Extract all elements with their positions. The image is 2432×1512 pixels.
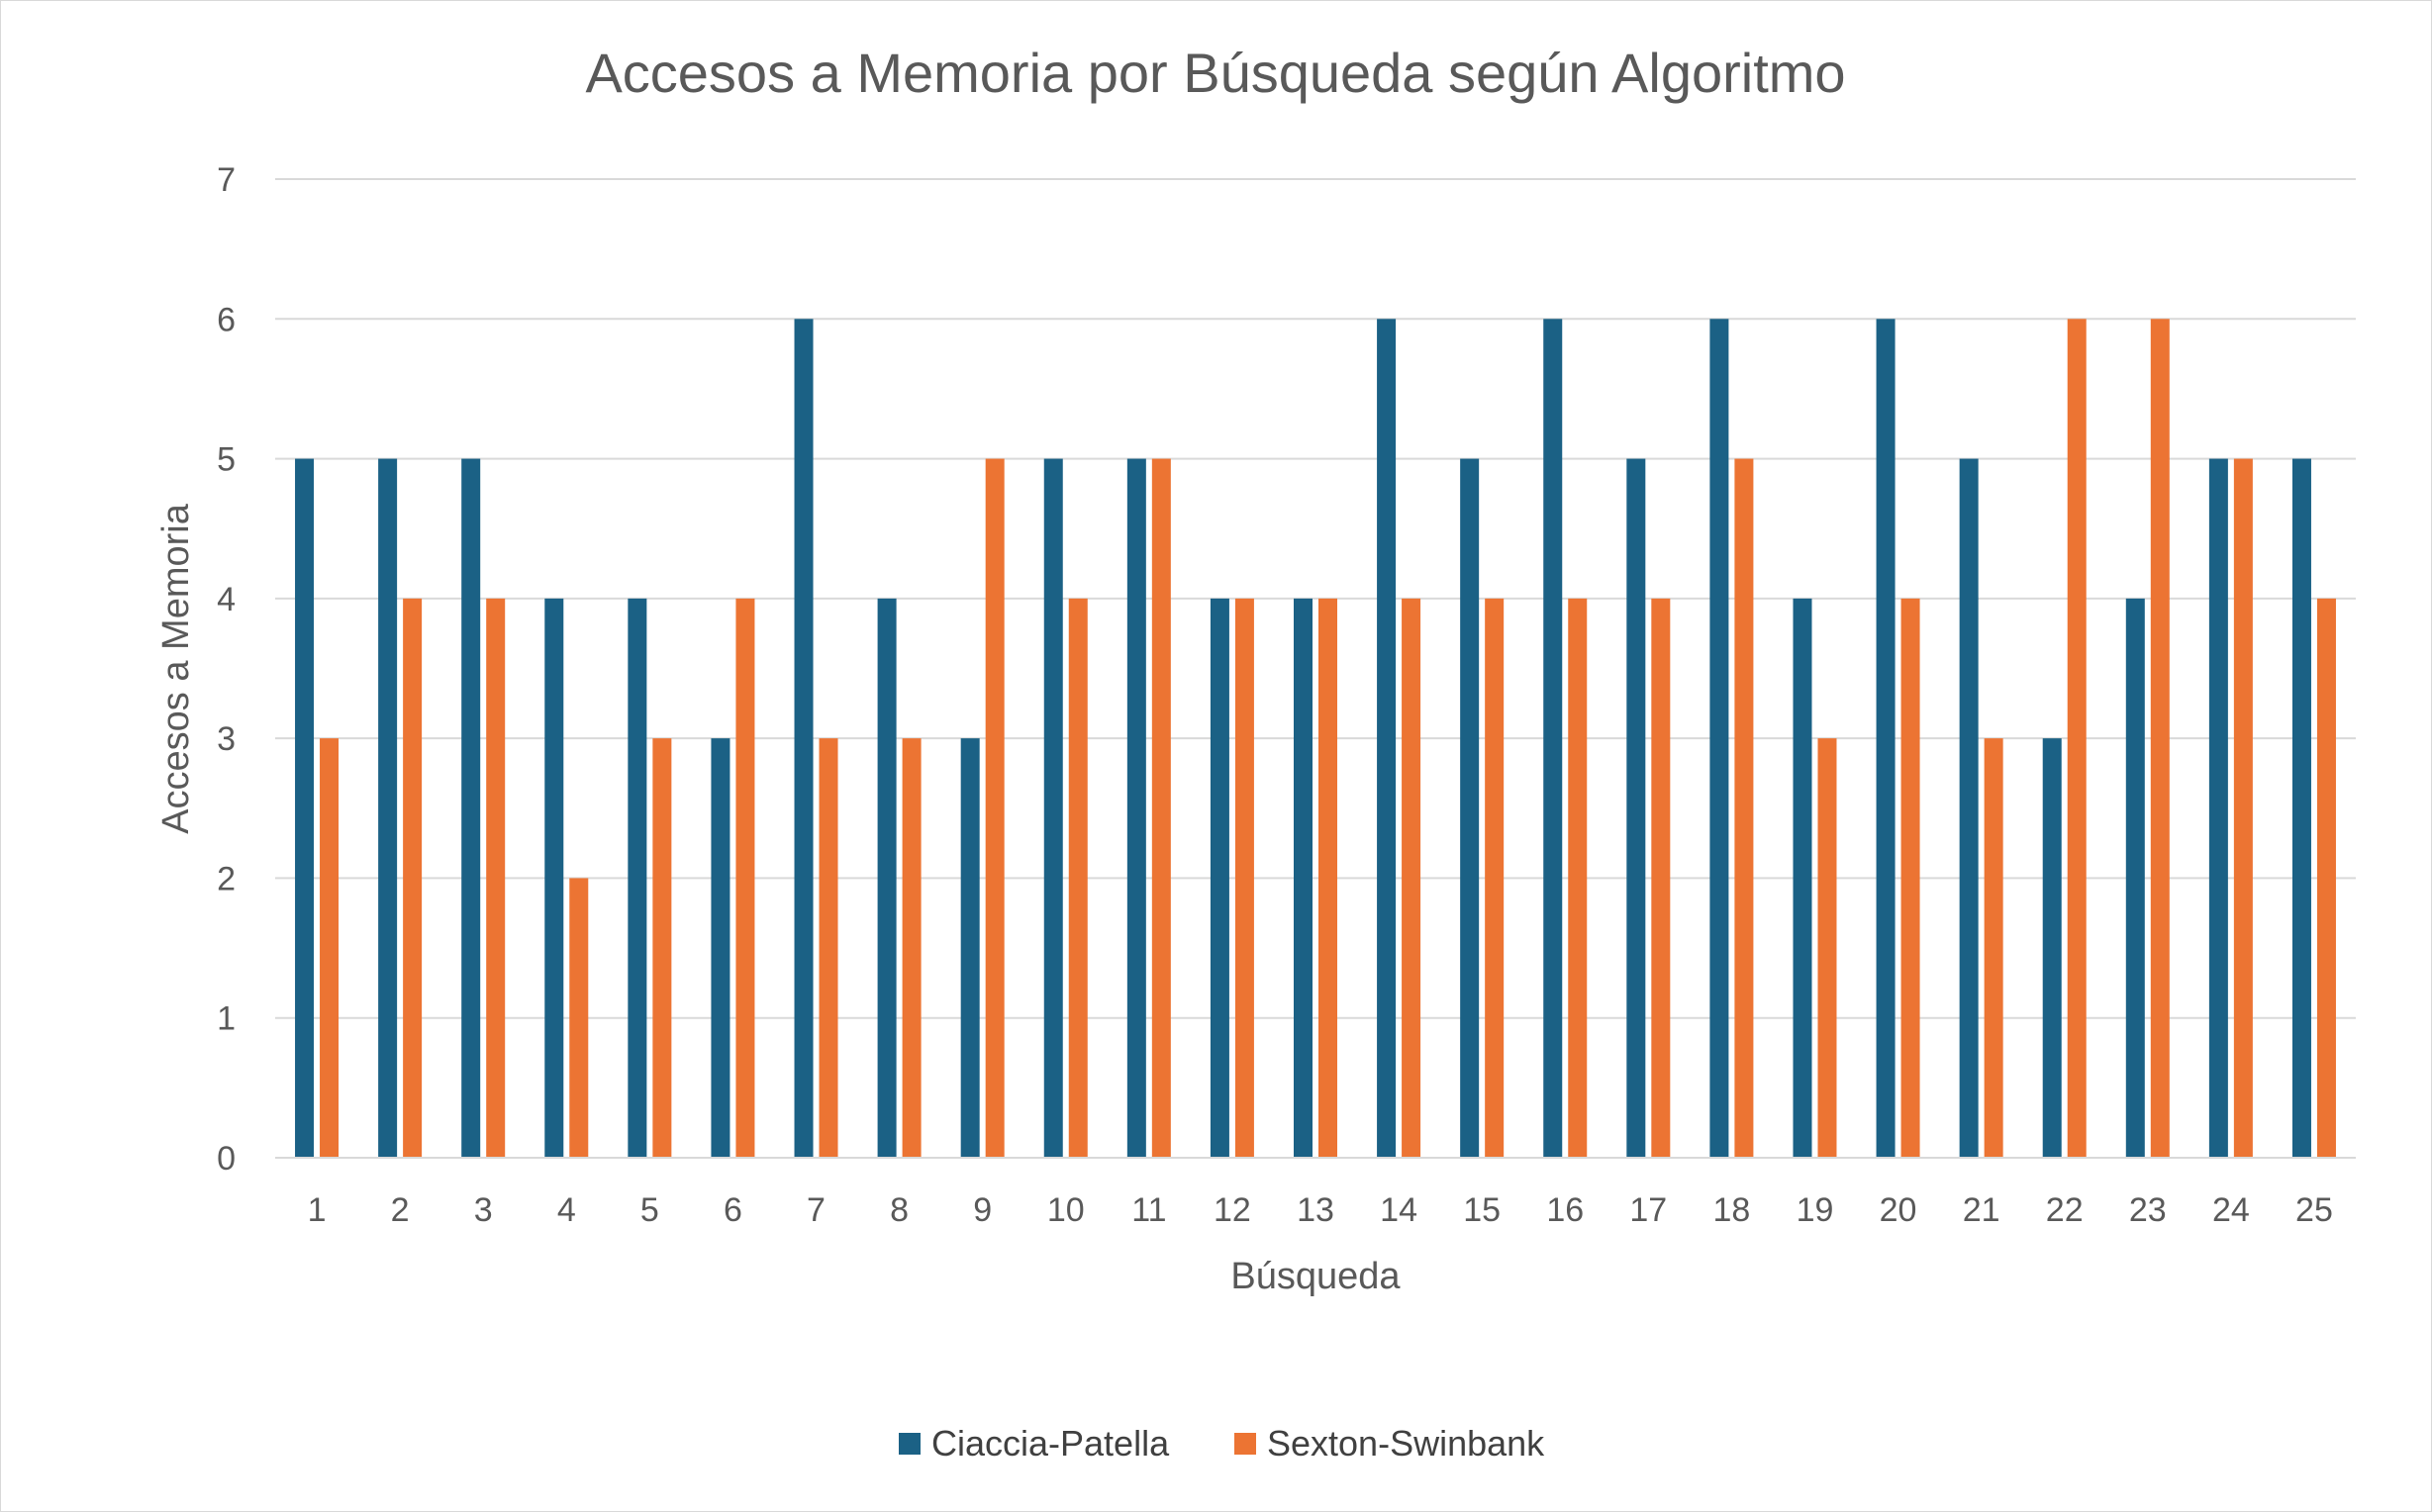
chart-title: Accesos a Memoria por Búsqueda según Alg… <box>585 42 1845 104</box>
gridlines <box>275 178 2356 1019</box>
bar-sexton-swinbank <box>320 738 340 1158</box>
bar-ciaccia-patella <box>2042 738 2062 1158</box>
bar-ciaccia-patella <box>1294 598 1313 1158</box>
x-tick-label: 1 <box>308 1191 327 1229</box>
bar-ciaccia-patella <box>711 738 730 1158</box>
bar-ciaccia-patella <box>378 458 398 1159</box>
bar-sexton-swinbank <box>1817 738 1837 1158</box>
x-axis-ticks: 1 2 3 4 5 6 7 8 9 10 11 12 13 14 15 16 17 18 19 20 21 22 23 24 2… <box>308 1191 2333 1229</box>
x-tick-label: 15 <box>1463 1191 1501 1229</box>
bar-sexton-swinbank <box>652 738 672 1158</box>
y-tick-label: 3 <box>217 720 236 758</box>
x-tick-label: 12 <box>1214 1191 1251 1229</box>
bar-ciaccia-patella <box>1210 598 1229 1158</box>
x-tick-label: 16 <box>1546 1191 1584 1229</box>
x-tick-label: 23 <box>2129 1191 2167 1229</box>
bar-sexton-swinbank <box>2150 319 2170 1158</box>
x-tick-label: 17 <box>1629 1191 1667 1229</box>
bar-sexton-swinbank <box>902 738 922 1158</box>
x-tick-label: 25 <box>2295 1191 2333 1229</box>
bar-ciaccia-patella <box>960 738 980 1158</box>
bar-ciaccia-patella <box>2208 458 2228 1159</box>
bar-sexton-swinbank <box>1318 598 1337 1158</box>
y-axis-ticks: 0 1 2 3 4 5 6 7 <box>217 161 236 1178</box>
legend: Ciaccia-Patella Sexton-Swinbank <box>899 1423 1545 1464</box>
y-tick-label: 4 <box>217 581 236 618</box>
y-tick-label: 5 <box>217 441 236 479</box>
bar-ciaccia-patella <box>1626 458 1646 1159</box>
bar-ciaccia-patella <box>1543 319 1563 1158</box>
x-tick-label: 8 <box>890 1191 909 1229</box>
x-tick-label: 24 <box>2212 1191 2250 1229</box>
x-tick-label: 13 <box>1297 1191 1334 1229</box>
bar-sexton-swinbank <box>1984 738 2003 1158</box>
bar-sexton-swinbank <box>1900 598 1920 1158</box>
bar-ciaccia-patella <box>2125 598 2145 1158</box>
x-tick-label: 21 <box>1963 1191 2000 1229</box>
bars <box>295 319 2336 1159</box>
bar-sexton-swinbank <box>569 878 589 1158</box>
bar-ciaccia-patella <box>877 598 897 1158</box>
x-tick-label: 9 <box>973 1191 992 1229</box>
bar-ciaccia-patella <box>295 458 315 1159</box>
x-tick-label: 20 <box>1880 1191 1917 1229</box>
x-tick-label: 2 <box>391 1191 410 1229</box>
bar-sexton-swinbank <box>819 738 838 1158</box>
y-tick-label: 6 <box>217 301 236 338</box>
bar-sexton-swinbank <box>486 598 506 1158</box>
bar-ciaccia-patella <box>1043 458 1063 1159</box>
x-tick-label: 6 <box>724 1191 742 1229</box>
bar-ciaccia-patella <box>1876 319 1896 1158</box>
legend-label-ciaccia-patella: Ciaccia-Patella <box>931 1423 1170 1464</box>
x-axis-title: Búsqueda <box>1230 1256 1401 1297</box>
bar-sexton-swinbank <box>1568 598 1588 1158</box>
bar-sexton-swinbank <box>1651 598 1671 1158</box>
legend-swatch-sexton-swinbank <box>1234 1433 1256 1455</box>
bar-ciaccia-patella <box>1709 319 1729 1158</box>
legend-label-sexton-swinbank: Sexton-Swinbank <box>1267 1423 1545 1464</box>
bar-ciaccia-patella <box>1460 458 1480 1159</box>
bar-sexton-swinbank <box>1151 458 1171 1159</box>
bar-sexton-swinbank <box>2233 458 2253 1159</box>
bar-sexton-swinbank <box>2067 319 2087 1158</box>
y-tick-label: 7 <box>217 161 236 199</box>
bar-sexton-swinbank <box>2316 598 2336 1158</box>
bar-sexton-swinbank <box>1234 598 1254 1158</box>
bar-ciaccia-patella <box>544 598 564 1158</box>
bar-ciaccia-patella <box>2291 458 2311 1159</box>
x-tick-label: 5 <box>640 1191 659 1229</box>
bar-sexton-swinbank <box>1734 458 1754 1159</box>
bar-sexton-swinbank <box>985 458 1005 1159</box>
y-tick-label: 2 <box>217 860 236 898</box>
bar-ciaccia-patella <box>1959 458 1979 1159</box>
y-tick-label: 0 <box>217 1140 236 1178</box>
bar-ciaccia-patella <box>1126 458 1146 1159</box>
x-tick-label: 4 <box>557 1191 576 1229</box>
bar-ciaccia-patella <box>628 598 647 1158</box>
y-tick-label: 1 <box>217 1000 236 1038</box>
x-tick-label: 3 <box>474 1191 493 1229</box>
bar-sexton-swinbank <box>403 598 423 1158</box>
x-tick-label: 10 <box>1047 1191 1085 1229</box>
x-tick-label: 14 <box>1380 1191 1417 1229</box>
x-tick-label: 18 <box>1712 1191 1750 1229</box>
bar-ciaccia-patella <box>1377 319 1397 1158</box>
x-tick-label: 7 <box>807 1191 826 1229</box>
y-axis-title: Accesos a Memoria <box>155 503 197 834</box>
bar-ciaccia-patella <box>461 458 481 1159</box>
bar-ciaccia-patella <box>1793 598 1812 1158</box>
bar-sexton-swinbank <box>735 598 755 1158</box>
bar-ciaccia-patella <box>794 319 814 1158</box>
bar-sexton-swinbank <box>1068 598 1088 1158</box>
bar-sexton-swinbank <box>1485 598 1505 1158</box>
bar-sexton-swinbank <box>1402 598 1421 1158</box>
legend-swatch-ciaccia-patella <box>899 1433 921 1455</box>
x-tick-label: 19 <box>1797 1191 1834 1229</box>
x-tick-label: 11 <box>1131 1191 1166 1229</box>
x-tick-label: 22 <box>2046 1191 2084 1229</box>
